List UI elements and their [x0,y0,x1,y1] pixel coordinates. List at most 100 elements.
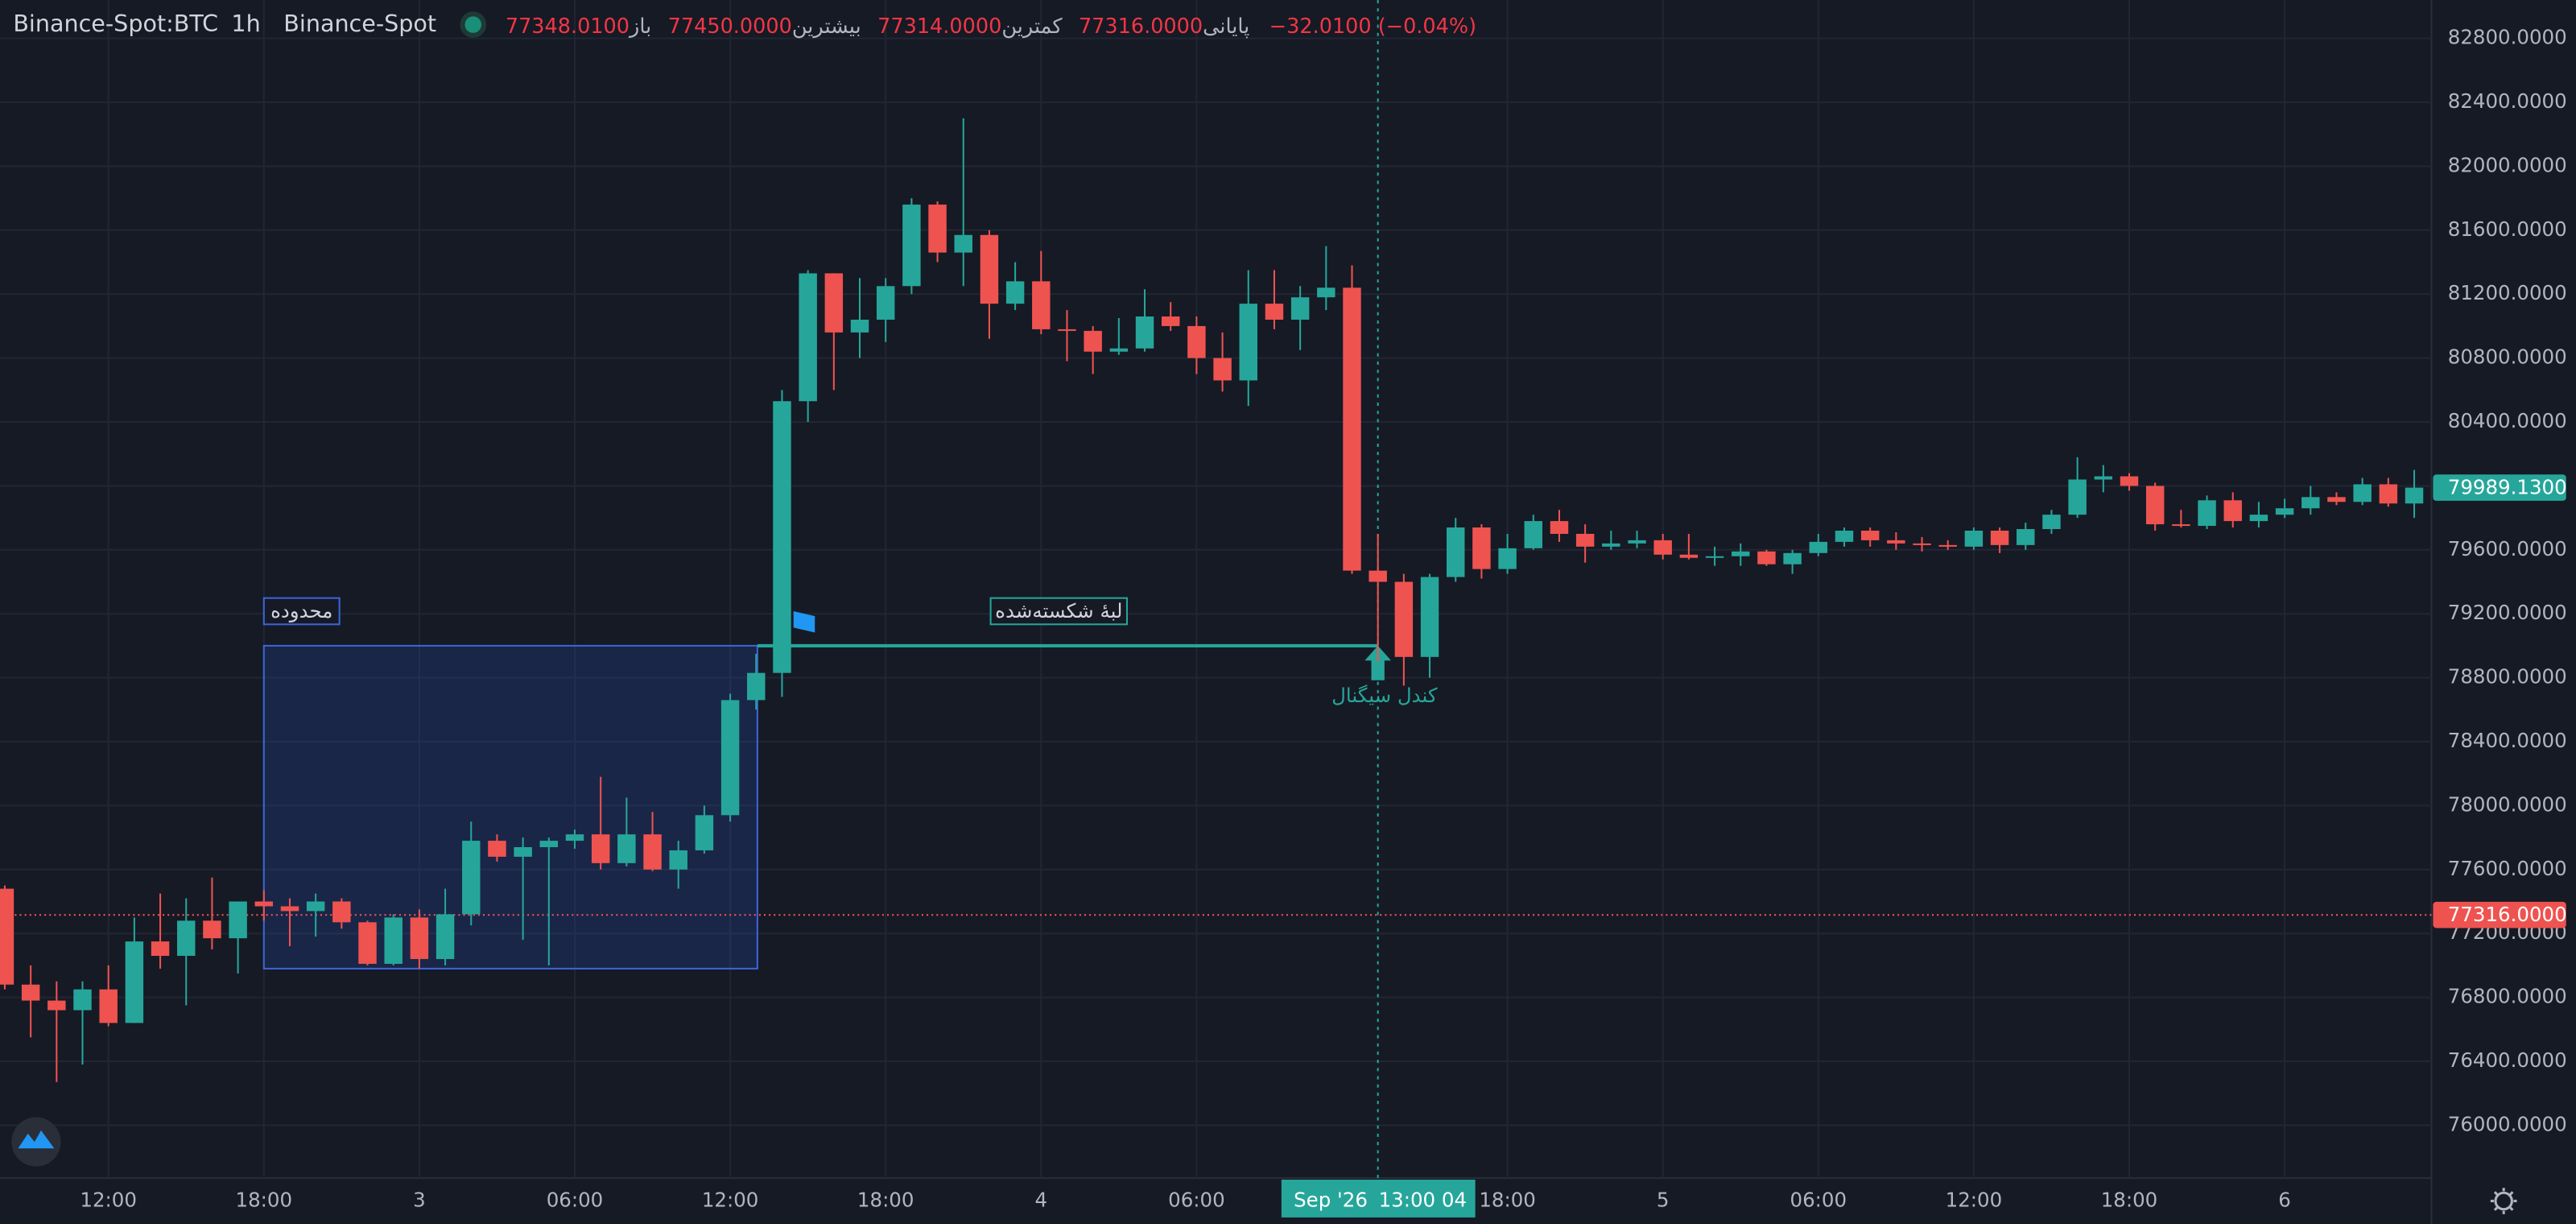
candle-body [1732,551,1750,556]
candle-body [229,901,247,939]
x-tick-label: 12:00 [702,1188,759,1211]
candle-body [850,319,869,333]
crosshair-time: 13:00 04 [1379,1188,1467,1211]
ohlc-pair: پایانی77316.0000 [1079,12,1257,37]
candle-body [902,205,921,287]
y-tick-label: 76400.0000 [2448,1048,2567,1072]
candle-body [384,917,402,964]
ohlc-value: 77314.0000 [877,12,1002,37]
candle-body [1290,297,1310,320]
x-tick-label: 06:00 [1168,1188,1225,1211]
last-price-label: 79989.1300 [2448,476,2567,499]
x-tick-label: 6 [2278,1188,2291,1211]
candle-body [462,841,481,915]
ohlc-value: 77450.0000 [667,12,792,37]
candle-body [1575,533,1595,547]
candle-body [1550,521,1569,534]
candle-body [125,941,144,1023]
x-tick-label: 18:00 [236,1188,293,1211]
candle-body [565,834,584,842]
y-tick-label: 78800.0000 [2448,665,2567,688]
candle-body [1809,541,1828,553]
candle-body [1368,570,1387,582]
candle-body [332,901,351,923]
candle-body [2275,508,2294,515]
candle-body [747,672,766,701]
candle-body [280,906,299,912]
range-label: محدوده [270,599,332,622]
candle-body [1938,544,1957,547]
y-tick-label: 78000.0000 [2448,792,2567,816]
candle-body [1109,348,1129,352]
settings-icon[interactable] [2490,1188,2517,1214]
candle-body [1498,548,1517,569]
candle-body [1679,554,1699,558]
candle-body [799,273,817,402]
x-tick-label: 18:00 [1479,1188,1536,1211]
signal-label: کندل سیگنال [1331,684,1438,707]
candle-body [1783,552,1802,564]
ohlc-label: بیشترین [791,12,861,37]
candle-body [1628,540,1646,544]
candle-body [773,401,791,673]
candle-body [177,920,196,956]
ohlc-value: 77348.0100 [505,12,630,37]
candle-body [358,922,377,964]
price-line-label: 77316.0000 [2448,903,2567,926]
candle-body [203,920,221,939]
candle-body [1472,527,1491,569]
ohlc-pair: کمترین77314.0000 [877,12,1069,37]
candle-body [1420,577,1439,657]
candle-body [2120,476,2139,486]
candle-body [1447,527,1465,577]
ohlc-pair: بیشترین77450.0000 [668,12,868,37]
candle-body [2145,486,2165,525]
x-tick-label: 12:00 [1946,1188,2003,1211]
logo-icon [18,1130,55,1149]
exchange: Binance-Spot [283,11,437,38]
candle-body [617,834,636,863]
ohlc-label: باز [630,12,652,37]
x-tick-label: 3 [413,1188,426,1211]
candle-body [0,888,14,985]
price-line-box [2433,901,2566,928]
candle-body [876,286,895,320]
gear-icon [2494,1191,2513,1211]
candle-body [2017,529,2035,545]
candle-body [2301,497,2320,509]
candle-body [2405,487,2424,504]
candle-body [1317,287,1335,298]
status-dot [459,11,486,38]
candle-body [99,989,118,1023]
candle-body [1705,556,1724,558]
candle-body [695,815,714,850]
legend-header: Binance-Spot:BTC 1h Binance-Spot باز7734… [13,11,1476,38]
y-tick-label: 76800.0000 [2448,985,2567,1008]
candle-body [1032,281,1051,329]
level-label-box [989,597,1129,626]
candle-body [1213,358,1232,381]
interval[interactable]: 1h [231,11,261,38]
candle-body [254,901,274,907]
y-tick-label: 82400.0000 [2448,89,2567,113]
candle-body [1394,581,1414,657]
x-tick-label: 18:00 [857,1188,914,1211]
y-tick-label: 76000.0000 [2448,1112,2567,1135]
grid [0,0,2432,1178]
candle-body [643,834,662,870]
candle-body [73,989,92,1011]
candle-body [2198,500,2216,527]
ohlc-pair: باز77348.0100 [506,12,658,37]
y-tick-label: 79200.0000 [2448,601,2567,624]
candle-body [2353,484,2372,502]
candle-body [1835,530,1854,542]
candle-body [1602,543,1620,547]
candle-body [1005,281,1025,304]
candle-body [2042,515,2061,530]
candle-body [1653,540,1672,555]
y-tick-label: 81600.0000 [2448,217,2567,241]
candle-body [151,941,170,956]
